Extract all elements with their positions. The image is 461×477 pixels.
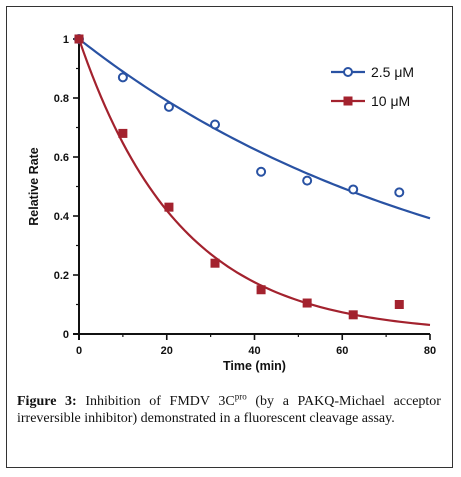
x-tick-label: 0 [76, 345, 82, 357]
y-tick-label: 0.2 [54, 270, 69, 282]
fit-curve-series-1 [78, 38, 431, 220]
y-tick-label: 1 [63, 34, 69, 46]
data-point-series-1 [256, 166, 267, 177]
legend-marker-series-1 [343, 67, 353, 77]
legend-label-series-2: 10 μM [371, 93, 410, 109]
y-tick-label: 0 [63, 329, 69, 341]
data-point-series-2 [256, 285, 266, 295]
data-point-series-1 [163, 101, 174, 112]
x-tick-label: 80 [424, 345, 436, 357]
data-point-series-1 [210, 119, 221, 130]
x-tick-label: 60 [336, 345, 348, 357]
data-point-series-1 [117, 72, 128, 83]
data-point-series-1 [302, 175, 313, 186]
figure-caption: Figure 3: Inhibition of FMDV 3Cpro (by a… [17, 391, 441, 427]
data-points [74, 34, 405, 320]
caption-text-after: (by a PAKQ-Michael acceptor irreversible… [17, 394, 441, 426]
fit-curves [77, 38, 431, 327]
legend-marker-series-2 [343, 96, 353, 106]
data-point-series-1 [348, 184, 359, 195]
chart-legend: 2.5 μM 10 μM [331, 64, 414, 109]
x-axis-label: Time (min) [223, 359, 286, 373]
data-point-series-2 [210, 258, 220, 268]
data-point-series-2 [348, 310, 358, 320]
y-axis-label: Relative Rate [27, 147, 41, 226]
caption-superscript: pro [234, 391, 247, 402]
caption-label: Figure 3: [17, 394, 77, 409]
data-point-series-2 [74, 34, 84, 44]
data-point-series-2 [164, 202, 174, 212]
figure-frame [6, 6, 453, 468]
x-tick-label: 20 [161, 345, 173, 357]
y-tick-label: 0.8 [54, 93, 69, 105]
relative-rate-chart: 0 0.2 0.4 0.6 0.8 1 0 20 40 60 80 Time (min) Relativ… [27, 34, 436, 373]
data-point-series-1 [394, 187, 405, 198]
chart-axes: 0 0.2 0.4 0.6 0.8 1 0 20 40 60 80 Time (min) Relativ… [27, 34, 436, 373]
legend-label-series-1: 2.5 μM [371, 64, 414, 80]
data-point-series-2 [394, 300, 404, 309]
fit-curve-series-2 [77, 38, 431, 327]
data-point-series-2 [118, 128, 128, 138]
x-tick-label: 40 [248, 345, 260, 357]
data-point-series-2 [302, 298, 312, 308]
caption-text-before: Inhibition of FMDV 3C [76, 394, 235, 409]
y-tick-label: 0.6 [54, 152, 69, 164]
y-tick-label: 0.4 [54, 211, 70, 223]
